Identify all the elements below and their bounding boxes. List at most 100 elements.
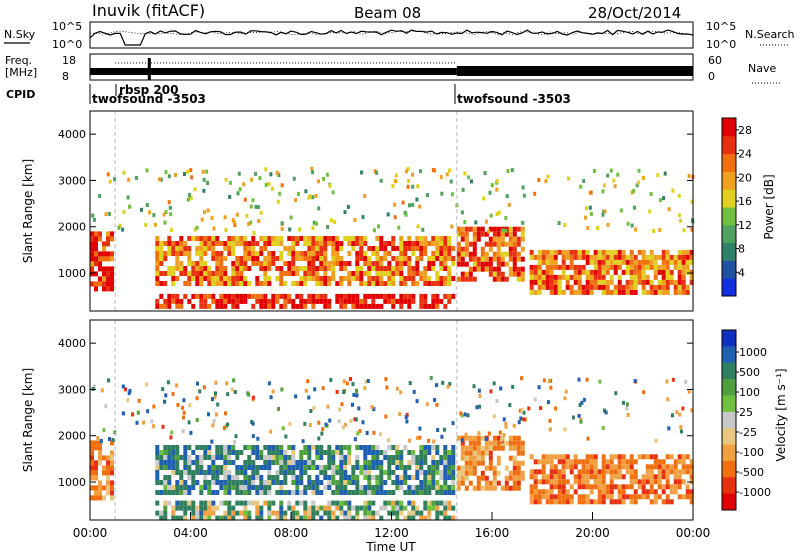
power-data-band-4-cell [557,279,562,285]
velocity-data-band-1-cell [187,500,192,506]
power-data-band-2-cell [359,266,364,271]
power-colorbar-swatch-0 [722,278,736,297]
power-data-scatter-cell [606,173,610,178]
power-data-scatter-cell [589,190,593,195]
velocity-data-band-2-cell [251,450,256,455]
velocity-data-band-1-cell [415,510,420,516]
velocity-data-band-1-cell [367,500,372,506]
velocity-data-scatter-cell [554,406,557,411]
power-data-band-2-cell [199,256,204,261]
velocity-data-band-1-cell [271,500,276,506]
power-data-band-2-cell [175,266,180,271]
velocity-data-band-2-cell [163,460,168,465]
velocity-data-band-4-cell [625,484,630,490]
velocity-data-scatter-cell [432,439,436,444]
velocity-data-scatter-cell [195,396,199,401]
velocity-data-scatter-cell [212,419,216,423]
velocity-data-band-3-cell [512,445,517,451]
power-data-band-3-cell [516,266,521,272]
power-data-band-2-cell [439,251,444,256]
power-data-band-2-cell [399,261,404,266]
velocity-data-band-2-cell [431,445,436,450]
power-data-band-3-cell [468,276,473,282]
velocity-data-band-4-cell [685,464,690,470]
velocity-data-band-1-cell [447,515,452,521]
velocity-data-band-1-cell [427,505,432,511]
power-data-band-1-cell [159,303,164,309]
velocity-data-band-1-cell [335,515,340,521]
power-data-band-2-cell [451,246,456,251]
power-data-scatter-cell [168,205,172,210]
velocity-data-band-2-cell [183,480,188,485]
velocity-data-band-2-cell [419,465,424,470]
velocity-data-band-2-cell [231,450,236,455]
velocity-colorbar-tick-label-2: 100 [739,386,760,399]
velocity-data-band-2-cell [267,445,272,450]
power-data-band-2-cell [227,276,232,281]
power-data-scatter-cell [546,174,550,179]
power-data-band-2-cell [359,271,364,276]
power-data-band-3-cell [460,231,465,237]
power-data-scatter-cell [411,184,415,189]
velocity-data-band-1-cell [311,505,316,511]
power-data-band-1-cell [391,293,396,299]
velocity-data-band-1-cell [267,500,272,506]
velocity-data-band-1-cell [283,515,288,521]
power-data-band-2-cell [279,271,284,276]
velocity-data-band-4-cell [533,459,538,465]
power-data-scatter-cell [656,173,660,178]
power-data-band-2-cell [391,256,396,261]
velocity-data-band-4-cell [533,479,538,485]
power-data-band-2-cell [431,241,436,246]
power-data-band-2-cell [335,281,340,286]
velocity-data-band-4-cell [621,454,626,460]
velocity-data-band-2-cell [355,490,360,495]
power-data-band-2-cell [371,266,376,271]
power-data-band-1-cell [203,303,208,309]
velocity-data-band-2-cell [327,475,332,480]
power-data-scatter-cell [210,216,214,221]
velocity-data-scatter-cell [161,424,165,429]
velocity-data-band-1-cell [431,505,436,511]
velocity-data-band-2-cell [275,460,280,465]
velocity-data-band-2-cell [243,460,248,465]
power-data-band-4-cell [573,279,578,285]
velocity-data-band-4-cell [653,454,658,460]
power-data-band-1-cell [239,298,244,304]
power-data-band-4-cell [665,289,670,295]
power-data-band-4-cell [569,264,574,270]
power-data-band-2-cell [351,271,356,276]
power-data-scatter-cell [485,219,488,224]
power-data-band-4-cell [629,279,634,285]
velocity-data-band-2-cell [443,470,448,475]
velocity-data-band-4-cell [685,469,690,475]
power-data-band-0-cell [94,236,98,242]
velocity-data-band-2-cell [307,450,312,455]
power-data-band-4-cell [541,249,546,255]
velocity-data-band-3-cell [492,440,497,446]
velocity-data-scatter-cell [170,430,174,435]
power-data-band-2-cell [283,246,288,251]
velocity-data-band-3-cell [464,450,469,456]
velocity-data-scatter-cell [372,430,376,435]
velocity-data-band-2-cell [451,485,456,490]
velocity-data-band-2-cell [283,455,288,460]
power-data-band-2-cell [235,256,240,261]
power-data-band-0-cell [110,286,114,292]
velocity-data-band-2-cell [311,490,316,495]
power-data-band-2-cell [403,241,408,246]
power-data-scatter-cell [256,205,260,210]
velocity-data-band-3-cell [492,480,497,486]
velocity-data-band-2-cell [383,455,388,460]
velocity-data-band-4-cell [561,464,566,470]
velocity-colorbar-frame [721,329,737,511]
power-data-band-2-cell [255,281,260,286]
velocity-data-band-2-cell [443,465,448,470]
velocity-data-band-2-cell [331,490,336,495]
velocity-data-scatter-cell [681,406,685,411]
power-data-band-1-cell [275,293,280,299]
power-data-band-2-cell [435,276,440,281]
velocity-data-band-2-cell [367,485,372,490]
velocity-data-scatter-cell [484,437,488,441]
